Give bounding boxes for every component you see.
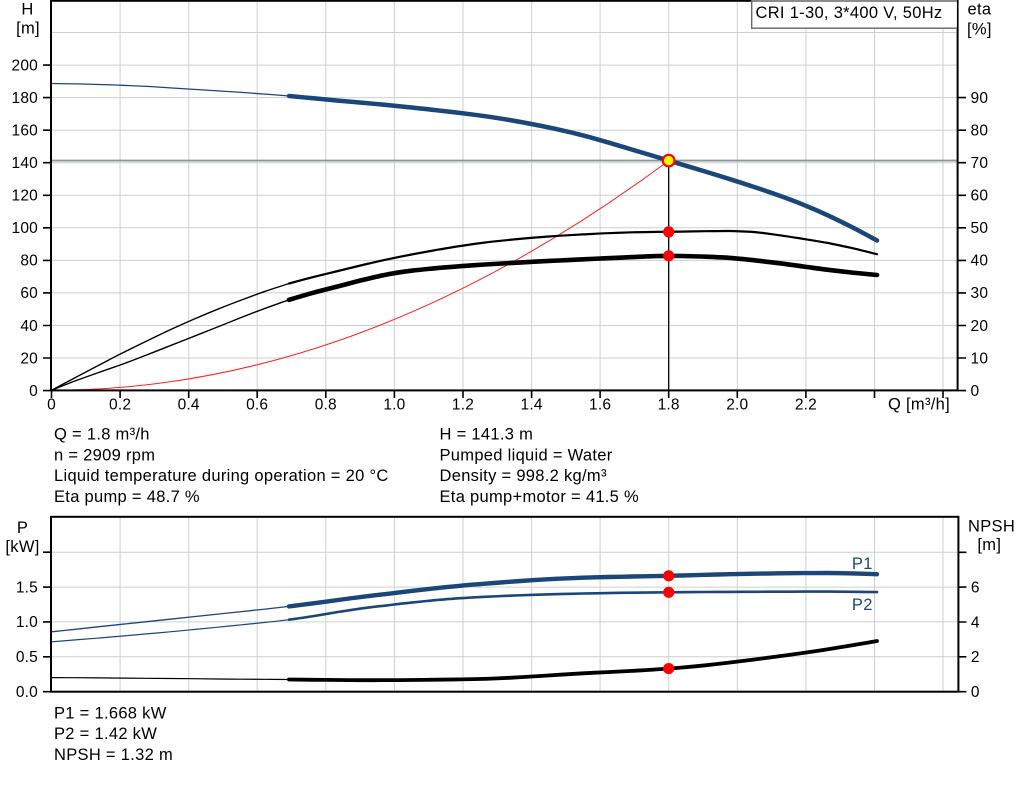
svg-text:0.0: 0.0 xyxy=(16,684,38,701)
svg-text:0.5: 0.5 xyxy=(16,649,38,666)
svg-text:P1: P1 xyxy=(852,555,873,573)
svg-text:120: 120 xyxy=(12,188,39,205)
svg-text:Q [m³/h]: Q [m³/h] xyxy=(888,396,950,414)
svg-text:eta: eta xyxy=(968,0,992,18)
svg-text:P2: P2 xyxy=(852,596,873,614)
svg-text:10: 10 xyxy=(971,350,989,367)
svg-text:[m]: [m] xyxy=(16,20,40,38)
svg-text:Pumped liquid = Water: Pumped liquid = Water xyxy=(440,446,613,464)
svg-text:80: 80 xyxy=(20,253,38,270)
svg-text:6: 6 xyxy=(971,579,980,596)
svg-text:0: 0 xyxy=(971,383,980,400)
svg-text:[%]: [%] xyxy=(967,20,992,38)
svg-text:H: H xyxy=(21,1,33,19)
svg-text:0.4: 0.4 xyxy=(178,397,200,414)
svg-text:70: 70 xyxy=(971,155,989,172)
svg-text:160: 160 xyxy=(12,123,39,140)
svg-text:P1 = 1.668 kW: P1 = 1.668 kW xyxy=(54,704,167,722)
svg-text:1.4: 1.4 xyxy=(521,397,543,414)
svg-text:30: 30 xyxy=(971,285,989,302)
svg-text:0: 0 xyxy=(971,684,980,701)
svg-text:40: 40 xyxy=(20,318,38,335)
svg-text:[kW]: [kW] xyxy=(5,538,39,556)
svg-text:2.2: 2.2 xyxy=(795,397,817,414)
svg-text:90: 90 xyxy=(971,90,989,107)
svg-text:Eta pump = 48.7 %: Eta pump = 48.7 % xyxy=(54,488,200,506)
svg-text:80: 80 xyxy=(971,123,989,140)
svg-text:1.5: 1.5 xyxy=(16,579,38,596)
svg-text:140: 140 xyxy=(12,155,39,172)
svg-text:2.0: 2.0 xyxy=(726,397,748,414)
svg-text:CRI 1-30, 3*400 V, 50Hz: CRI 1-30, 3*400 V, 50Hz xyxy=(756,4,943,22)
svg-text:0.6: 0.6 xyxy=(246,397,268,414)
svg-text:40: 40 xyxy=(971,253,989,270)
svg-text:60: 60 xyxy=(20,285,38,302)
svg-text:NPSH = 1.32 m: NPSH = 1.32 m xyxy=(54,746,173,764)
svg-text:1.0: 1.0 xyxy=(383,397,405,414)
svg-text:P2 = 1.42 kW: P2 = 1.42 kW xyxy=(54,725,157,743)
svg-text:60: 60 xyxy=(971,188,989,205)
svg-text:20: 20 xyxy=(971,318,989,335)
svg-text:1.6: 1.6 xyxy=(589,397,611,414)
svg-text:180: 180 xyxy=(12,90,39,107)
svg-text:4: 4 xyxy=(971,614,980,631)
svg-text:0.2: 0.2 xyxy=(109,397,131,414)
svg-text:P: P xyxy=(17,519,28,537)
svg-text:[m]: [m] xyxy=(977,536,1001,554)
svg-text:NPSH: NPSH xyxy=(968,518,1015,536)
svg-text:Eta pump+motor = 41.5 %: Eta pump+motor = 41.5 % xyxy=(440,488,640,506)
svg-text:100: 100 xyxy=(12,220,39,237)
svg-text:Q = 1.8 m³/h: Q = 1.8 m³/h xyxy=(54,425,150,443)
svg-text:20: 20 xyxy=(20,350,38,367)
svg-text:2: 2 xyxy=(971,649,980,666)
svg-text:0: 0 xyxy=(29,383,38,400)
svg-text:1.2: 1.2 xyxy=(452,397,474,414)
svg-text:Density = 998.2 kg/m³: Density = 998.2 kg/m³ xyxy=(440,467,607,485)
svg-text:1.0: 1.0 xyxy=(16,614,38,631)
svg-text:200: 200 xyxy=(12,57,39,74)
svg-text:0: 0 xyxy=(47,397,56,414)
svg-text:H = 141.3 m: H = 141.3 m xyxy=(440,425,534,443)
svg-text:50: 50 xyxy=(971,220,989,237)
svg-text:n = 2909 rpm: n = 2909 rpm xyxy=(54,446,155,464)
svg-text:1.8: 1.8 xyxy=(658,397,680,414)
svg-text:Liquid temperature during oper: Liquid temperature during operation = 20… xyxy=(54,467,389,485)
svg-text:0.8: 0.8 xyxy=(315,397,337,414)
